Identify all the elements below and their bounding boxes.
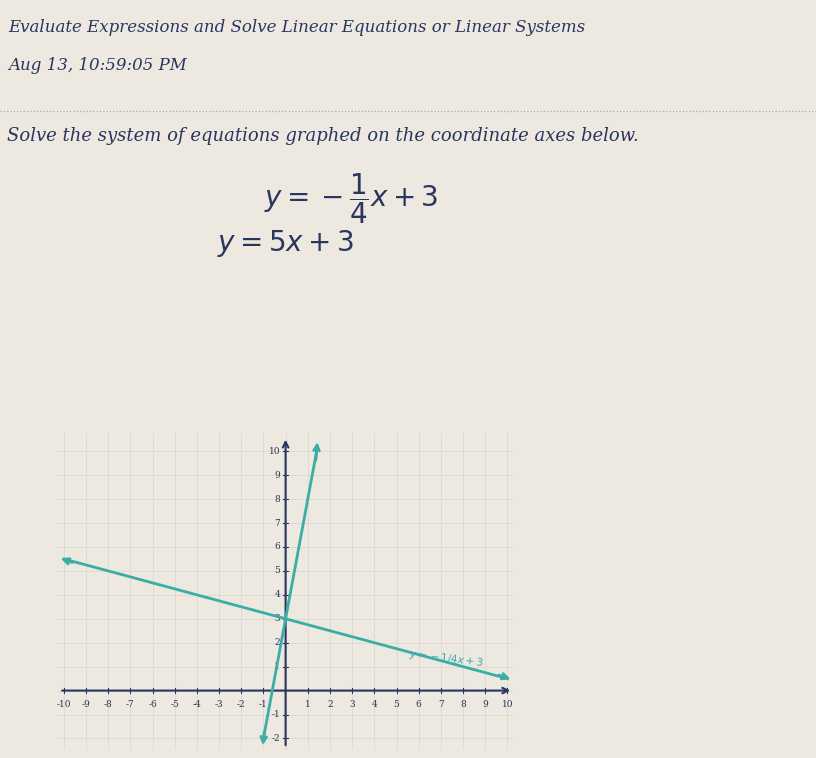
Text: 5: 5 <box>274 566 280 575</box>
Text: Aug 13, 10:59:05 PM: Aug 13, 10:59:05 PM <box>8 57 187 74</box>
Text: 7: 7 <box>438 700 444 709</box>
Text: 8: 8 <box>460 700 466 709</box>
Text: 9: 9 <box>482 700 488 709</box>
Text: -10: -10 <box>56 700 71 709</box>
Text: -6: -6 <box>149 700 157 709</box>
Text: 10: 10 <box>268 446 280 456</box>
Text: -1: -1 <box>259 700 268 709</box>
Text: 9: 9 <box>274 471 280 480</box>
Text: 3: 3 <box>349 700 355 709</box>
Text: -5: -5 <box>171 700 180 709</box>
Text: 6: 6 <box>416 700 422 709</box>
Text: 1: 1 <box>274 662 280 671</box>
Text: 7: 7 <box>274 518 280 528</box>
Text: -3: -3 <box>215 700 224 709</box>
Text: 2: 2 <box>327 700 333 709</box>
Text: 2: 2 <box>274 638 280 647</box>
Text: -7: -7 <box>126 700 135 709</box>
Text: -2: -2 <box>272 734 280 743</box>
Text: -9: -9 <box>82 700 91 709</box>
Text: 8: 8 <box>274 494 280 503</box>
Text: -8: -8 <box>104 700 113 709</box>
Text: $y=-1/4x+3$: $y=-1/4x+3$ <box>408 647 484 671</box>
Text: 6: 6 <box>274 543 280 552</box>
Text: 4: 4 <box>274 590 280 600</box>
Text: 5: 5 <box>393 700 400 709</box>
Text: 4: 4 <box>371 700 377 709</box>
Text: -1: -1 <box>271 710 280 719</box>
Text: 3: 3 <box>274 614 280 623</box>
Text: $y = 5x + 3$: $y = 5x + 3$ <box>217 228 354 259</box>
Text: 10: 10 <box>502 700 513 709</box>
Text: $y = -\dfrac{1}{4}x + 3$: $y = -\dfrac{1}{4}x + 3$ <box>264 171 438 226</box>
Text: -2: -2 <box>237 700 246 709</box>
Text: -4: -4 <box>193 700 202 709</box>
Text: Solve the system of equations graphed on the coordinate axes below.: Solve the system of equations graphed on… <box>7 127 638 146</box>
Text: Evaluate Expressions and Solve Linear Equations or Linear Systems: Evaluate Expressions and Solve Linear Eq… <box>8 19 585 36</box>
Text: 1: 1 <box>305 700 311 709</box>
